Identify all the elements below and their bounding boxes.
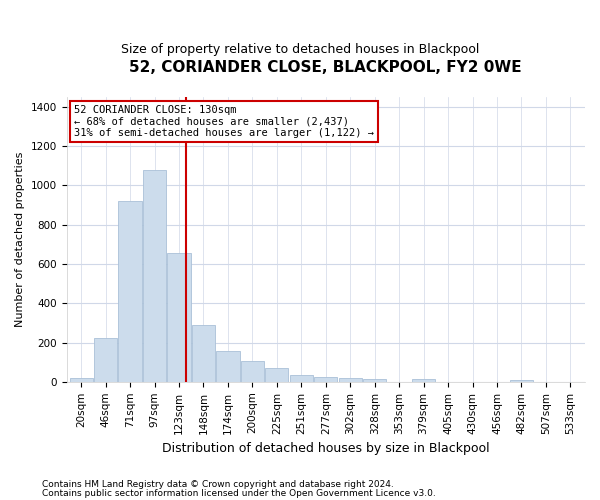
Text: Size of property relative to detached houses in Blackpool: Size of property relative to detached ho… [121, 42, 479, 56]
Text: Contains HM Land Registry data © Crown copyright and database right 2024.: Contains HM Land Registry data © Crown c… [42, 480, 394, 489]
Y-axis label: Number of detached properties: Number of detached properties [15, 152, 25, 327]
Title: 52, CORIANDER CLOSE, BLACKPOOL, FY2 0WE: 52, CORIANDER CLOSE, BLACKPOOL, FY2 0WE [130, 60, 522, 75]
Bar [167, 253, 191, 382]
X-axis label: Distribution of detached houses by size in Blackpool: Distribution of detached houses by size … [162, 442, 490, 455]
Bar [192, 325, 215, 382]
Bar [70, 378, 93, 382]
Bar [94, 338, 117, 382]
Bar [363, 379, 386, 382]
Text: 52 CORIANDER CLOSE: 130sqm
← 68% of detached houses are smaller (2,437)
31% of s: 52 CORIANDER CLOSE: 130sqm ← 68% of deta… [74, 105, 374, 138]
Bar [265, 368, 289, 382]
Bar [510, 380, 533, 382]
Bar [290, 375, 313, 382]
Bar [118, 201, 142, 382]
Bar [412, 379, 435, 382]
Bar [338, 378, 362, 382]
Bar [143, 170, 166, 382]
Text: Contains public sector information licensed under the Open Government Licence v3: Contains public sector information licen… [42, 488, 436, 498]
Bar [217, 352, 239, 382]
Bar [241, 361, 264, 382]
Bar [314, 377, 337, 382]
